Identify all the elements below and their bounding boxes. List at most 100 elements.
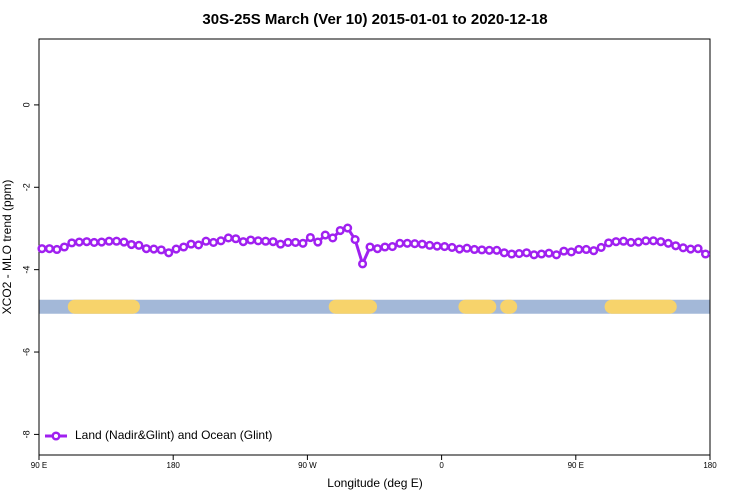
- data-point: [395, 238, 405, 248]
- data-point: [82, 237, 92, 247]
- chart-title: 30S-25S March (Ver 10) 2015-01-01 to 202…: [202, 11, 547, 28]
- y-tick-label: -8: [21, 430, 31, 438]
- data-point: [298, 238, 308, 248]
- data-point: [648, 236, 658, 246]
- data-point: [186, 239, 196, 249]
- data-point: [432, 241, 442, 251]
- data-point: [141, 244, 151, 254]
- x-tick-label: 90 E: [568, 461, 584, 470]
- y-tick-label: -2: [21, 183, 31, 191]
- data-point: [559, 246, 569, 256]
- data-point: [574, 244, 584, 255]
- y-tick-label: -4: [21, 266, 31, 274]
- data-point: [477, 245, 487, 255]
- data-point: [261, 236, 271, 246]
- x-tick-label: 180: [167, 461, 181, 470]
- data-point: [193, 240, 204, 250]
- data-point: [693, 244, 703, 254]
- data-point: [119, 237, 129, 247]
- data-point: [216, 236, 226, 246]
- data-point: [618, 236, 629, 246]
- data-point: [335, 225, 345, 236]
- data-point: [111, 236, 122, 246]
- data-point: [700, 249, 711, 259]
- x-tick-label: 90 W: [298, 461, 317, 470]
- data-point: [387, 242, 397, 252]
- data-point: [499, 248, 509, 258]
- data-point: [343, 223, 353, 233]
- data-point: [581, 244, 591, 255]
- data-point: [52, 244, 62, 255]
- data-point: [365, 242, 375, 252]
- data-point: [149, 244, 159, 254]
- data-point: [134, 240, 144, 250]
- x-axis-label: Longitude (deg E): [327, 476, 422, 490]
- y-tick-label: -6: [21, 348, 31, 356]
- x-tick-label: 180: [703, 461, 717, 470]
- data-point: [283, 237, 293, 248]
- data-point: [626, 237, 636, 248]
- data-point: [59, 242, 69, 252]
- x-tick-label: 0: [439, 461, 444, 470]
- data-point: [223, 233, 233, 243]
- data-point: [417, 239, 427, 249]
- data-point: [536, 249, 547, 259]
- data-point: [484, 245, 494, 255]
- data-point: [589, 246, 599, 256]
- data-point: [462, 243, 472, 253]
- data-point: [507, 249, 517, 259]
- data-point: [544, 248, 554, 258]
- data-point: [454, 244, 465, 254]
- data-point: [469, 244, 479, 255]
- data-point: [253, 236, 263, 246]
- data-point: [596, 242, 606, 252]
- data-point: [126, 239, 136, 250]
- data-point: [440, 242, 450, 252]
- data-point: [492, 245, 502, 255]
- data-point: [328, 233, 338, 243]
- data-point: [201, 236, 211, 246]
- data-point: [290, 237, 301, 248]
- data-point: [402, 238, 412, 248]
- data-point: [89, 237, 99, 248]
- data-point: [529, 250, 539, 260]
- data-point: [611, 237, 621, 247]
- data-point: [686, 244, 696, 254]
- data-point: [663, 238, 673, 248]
- data-point: [514, 249, 524, 259]
- data-point: [74, 237, 84, 247]
- data-point: [410, 239, 420, 249]
- data-point: [641, 236, 651, 246]
- data-point: [67, 238, 77, 248]
- data-point: [656, 237, 666, 247]
- data-point: [171, 244, 181, 254]
- x-tick-label: 90 E: [31, 461, 47, 470]
- data-point: [268, 237, 278, 247]
- legend-marker: [51, 431, 61, 441]
- data-point: [156, 245, 166, 255]
- data-point: [208, 237, 219, 248]
- data-point: [164, 248, 174, 258]
- data-point: [551, 250, 561, 260]
- data-point: [313, 237, 323, 247]
- data-point: [566, 247, 576, 257]
- data-point: [276, 239, 286, 249]
- data-point: [305, 232, 315, 243]
- data-point: [447, 242, 457, 252]
- legend-label: Land (Nadir&Glint) and Ocean (Glint): [75, 428, 272, 442]
- data-point: [358, 259, 368, 269]
- data-point: [238, 237, 248, 247]
- data-point: [231, 234, 241, 244]
- data-point: [522, 248, 532, 258]
- data-point: [97, 237, 107, 247]
- data-point: [380, 242, 390, 252]
- data-point: [678, 243, 688, 253]
- data-point: [246, 235, 256, 245]
- data-point: [44, 244, 54, 254]
- data-point: [37, 244, 47, 254]
- y-axis-label: XCO2 - MLO trend (ppm): [0, 180, 14, 315]
- data-point: [350, 235, 360, 245]
- data-point: [104, 236, 114, 246]
- data-point: [320, 230, 330, 240]
